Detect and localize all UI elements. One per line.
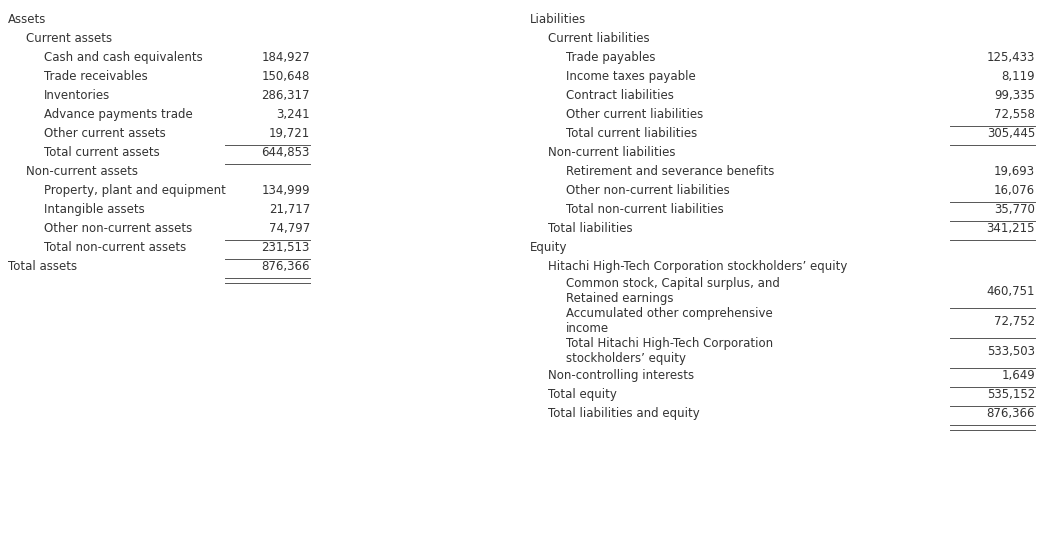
Text: 1,649: 1,649 [1001,369,1035,382]
Text: Non-current liabilities: Non-current liabilities [548,146,676,159]
Text: Equity: Equity [530,241,568,254]
Text: 35,770: 35,770 [995,203,1035,216]
Text: Other current liabilities: Other current liabilities [566,108,703,121]
Text: 19,693: 19,693 [994,165,1035,178]
Text: Non-controlling interests: Non-controlling interests [548,369,694,382]
Text: Total liabilities: Total liabilities [548,222,633,235]
Text: Current liabilities: Current liabilities [548,32,650,45]
Text: 231,513: 231,513 [262,241,310,254]
Text: Assets: Assets [8,13,46,26]
Text: 341,215: 341,215 [986,222,1035,235]
Text: 286,317: 286,317 [262,89,310,102]
Text: 19,721: 19,721 [268,127,310,140]
Text: Total non-current liabilities: Total non-current liabilities [566,203,724,216]
Text: Property, plant and equipment: Property, plant and equipment [44,184,226,197]
Text: 99,335: 99,335 [995,89,1035,102]
Text: 305,445: 305,445 [987,127,1035,140]
Text: Total current assets: Total current assets [44,146,159,159]
Text: Total assets: Total assets [8,260,78,273]
Text: Cash and cash equivalents: Cash and cash equivalents [44,51,202,64]
Text: 533,503: 533,503 [987,344,1035,358]
Text: 72,752: 72,752 [994,315,1035,328]
Text: 184,927: 184,927 [261,51,310,64]
Text: 644,853: 644,853 [262,146,310,159]
Text: 460,751: 460,751 [986,285,1035,297]
Text: Retirement and severance benefits: Retirement and severance benefits [566,165,774,178]
Text: 125,433: 125,433 [986,51,1035,64]
Text: Total liabilities and equity: Total liabilities and equity [548,407,700,420]
Text: Intangible assets: Intangible assets [44,203,145,216]
Text: Other non-current liabilities: Other non-current liabilities [566,184,729,197]
Text: Accumulated other comprehensive
income: Accumulated other comprehensive income [566,307,772,335]
Text: 876,366: 876,366 [262,260,310,273]
Text: 3,241: 3,241 [277,108,310,121]
Text: Total current liabilities: Total current liabilities [566,127,697,140]
Text: Other current assets: Other current assets [44,127,166,140]
Text: Inventories: Inventories [44,89,110,102]
Text: 8,119: 8,119 [1002,70,1035,83]
Text: Trade receivables: Trade receivables [44,70,148,83]
Text: 876,366: 876,366 [986,407,1035,420]
Text: 72,558: 72,558 [995,108,1035,121]
Text: 21,717: 21,717 [268,203,310,216]
Text: 134,999: 134,999 [261,184,310,197]
Text: Advance payments trade: Advance payments trade [44,108,193,121]
Text: Liabilities: Liabilities [530,13,586,26]
Text: Total Hitachi High-Tech Corporation
stockholders’ equity: Total Hitachi High-Tech Corporation stoc… [566,337,773,365]
Text: Trade payables: Trade payables [566,51,655,64]
Text: Total non-current assets: Total non-current assets [44,241,187,254]
Text: Hitachi High-Tech Corporation stockholders’ equity: Hitachi High-Tech Corporation stockholde… [548,260,848,273]
Text: 150,648: 150,648 [262,70,310,83]
Text: Common stock, Capital surplus, and
Retained earnings: Common stock, Capital surplus, and Retai… [566,277,780,305]
Text: 16,076: 16,076 [994,184,1035,197]
Text: Non-current assets: Non-current assets [26,165,138,178]
Text: 74,797: 74,797 [268,222,310,235]
Text: Contract liabilities: Contract liabilities [566,89,674,102]
Text: Current assets: Current assets [26,32,112,45]
Text: Total equity: Total equity [548,388,617,401]
Text: 535,152: 535,152 [987,388,1035,401]
Text: Income taxes payable: Income taxes payable [566,70,696,83]
Text: Other non-current assets: Other non-current assets [44,222,192,235]
